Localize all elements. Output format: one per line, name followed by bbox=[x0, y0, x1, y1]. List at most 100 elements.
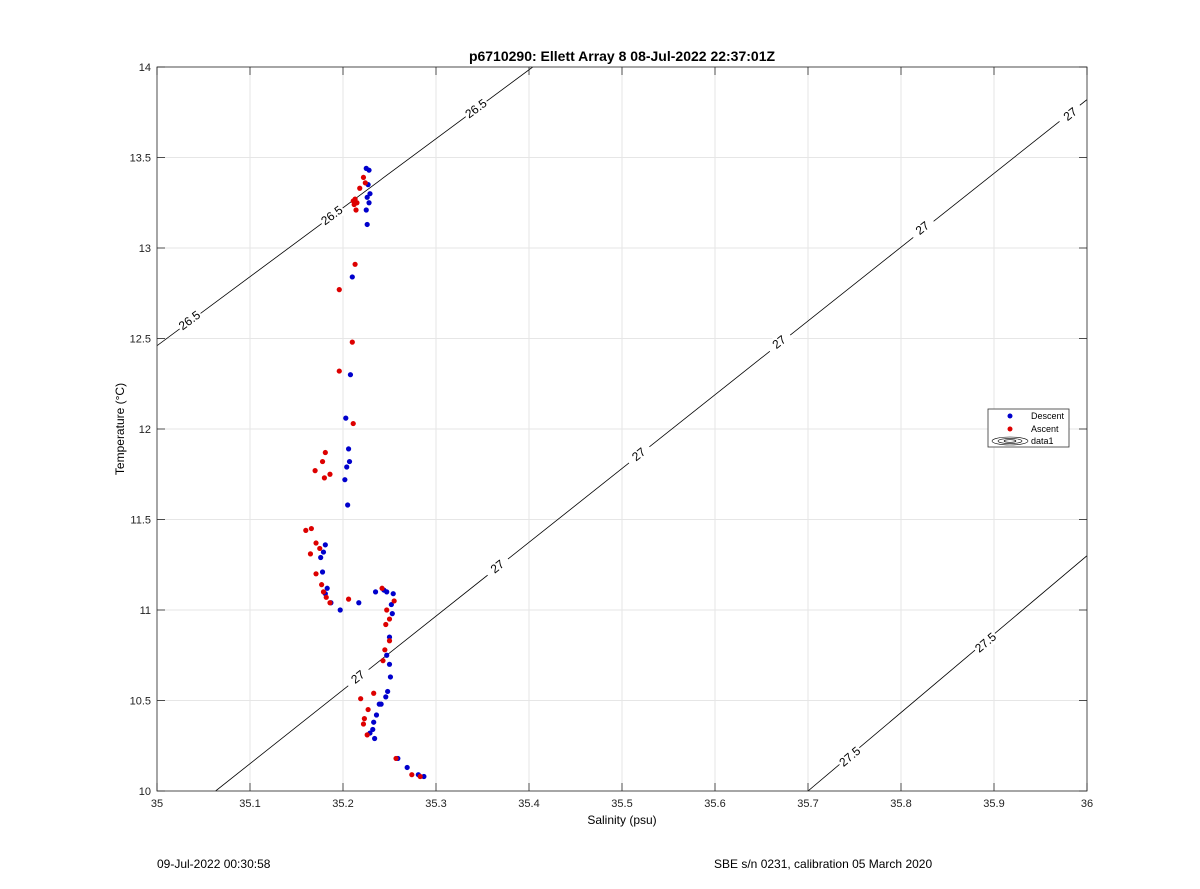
descent-point bbox=[346, 458, 353, 465]
ascent-point bbox=[313, 540, 319, 546]
ascent-point bbox=[336, 287, 342, 293]
y-tick-label: 12.5 bbox=[130, 334, 151, 346]
descent-point bbox=[376, 701, 382, 707]
x-tick-label: 35.1 bbox=[239, 798, 260, 810]
x-tick-label: 35.5 bbox=[611, 798, 632, 810]
descent-point bbox=[372, 735, 378, 742]
footer-timestamp: 09-Jul-2022 00:30:58 bbox=[157, 857, 271, 871]
x-tick-label: 35.2 bbox=[332, 798, 353, 810]
descent-point bbox=[364, 194, 370, 200]
ascent-point bbox=[313, 571, 319, 577]
descent-point bbox=[343, 415, 349, 421]
contour-label-background bbox=[461, 95, 491, 122]
ascent-point bbox=[417, 773, 423, 780]
descent-point bbox=[342, 477, 348, 483]
footer-calibration: SBE s/n 0231, calibration 05 March 2020 bbox=[714, 857, 933, 871]
ascent-point bbox=[358, 696, 364, 702]
ascent-point bbox=[391, 598, 397, 604]
ascent-point bbox=[349, 339, 355, 345]
descent-point bbox=[344, 464, 350, 470]
chart-title: p6710290: Ellett Array 8 08-Jul-2022 22:… bbox=[469, 48, 776, 64]
data-points bbox=[303, 165, 427, 780]
descent-point bbox=[383, 694, 389, 700]
grid bbox=[156, 66, 1088, 792]
y-tick-label: 11 bbox=[140, 605, 151, 617]
ascent-point bbox=[336, 368, 342, 374]
descent-point bbox=[388, 601, 394, 608]
y-tick-label: 10 bbox=[139, 786, 151, 798]
descent-point bbox=[337, 607, 343, 613]
x-tick-label: 35.6 bbox=[704, 798, 725, 810]
descent-point bbox=[347, 372, 354, 378]
descent-point bbox=[421, 773, 427, 780]
ascent-point bbox=[353, 207, 359, 213]
descent-point bbox=[371, 719, 377, 725]
legend-ascent-marker bbox=[1007, 426, 1013, 432]
ascent-point bbox=[308, 525, 314, 532]
ascent-point bbox=[317, 545, 323, 552]
ascent-point bbox=[384, 607, 390, 613]
x-tick-label: 35.9 bbox=[983, 798, 1004, 810]
ascent-point bbox=[351, 201, 357, 208]
descent-point bbox=[390, 591, 396, 597]
legend-descent-label: Descent bbox=[1031, 411, 1065, 421]
ascent-point bbox=[320, 589, 327, 595]
ascent-point bbox=[383, 621, 389, 628]
descent-point bbox=[345, 446, 352, 452]
descent-point bbox=[349, 274, 355, 280]
descent-point bbox=[319, 569, 326, 575]
ascent-point bbox=[327, 471, 333, 477]
descent-point bbox=[387, 674, 394, 680]
ascent-point bbox=[371, 690, 377, 696]
contour-label-background bbox=[1055, 100, 1085, 128]
descent-point bbox=[373, 712, 380, 718]
ascent-point bbox=[360, 721, 367, 727]
ascent-point bbox=[365, 706, 371, 713]
descent-point bbox=[404, 764, 410, 771]
x-tick-label: 36 bbox=[1081, 798, 1093, 810]
ascent-point bbox=[323, 594, 329, 600]
descent-point bbox=[386, 634, 393, 640]
x-axis-label: Salinity (psu) bbox=[587, 813, 656, 827]
ascent-point bbox=[393, 755, 399, 762]
legend-ascent-label: Ascent bbox=[1031, 424, 1059, 434]
contour-label-background bbox=[764, 328, 794, 356]
y-axis-label: Temperature (°C) bbox=[113, 383, 127, 475]
descent-point bbox=[324, 585, 330, 591]
y-tick-label: 13 bbox=[139, 243, 151, 255]
ascent-point bbox=[361, 716, 367, 722]
axis-ticks: 35 35.1 35.2 35.3 35.4 35.5 35.6 35.7 35.8 35.9 36… bbox=[130, 62, 1094, 810]
y-tick-label: 14 bbox=[139, 62, 151, 74]
y-tick-label: 12 bbox=[139, 424, 151, 436]
descent-point bbox=[384, 652, 390, 658]
ascent-point bbox=[386, 616, 393, 622]
descent-point bbox=[389, 611, 395, 617]
descent-point bbox=[386, 661, 393, 667]
descent-point bbox=[385, 688, 391, 695]
ascent-point bbox=[319, 582, 325, 588]
ascent-point bbox=[319, 458, 326, 465]
ascent-point bbox=[362, 180, 368, 186]
x-tick-label: 35.4 bbox=[518, 798, 539, 810]
descent-point bbox=[345, 502, 351, 508]
legend-data1-label: data1 bbox=[1031, 436, 1054, 446]
contour-label-background bbox=[482, 552, 512, 581]
legend: Descent Ascent data1 bbox=[987, 408, 1070, 448]
ascent-point bbox=[303, 527, 309, 533]
legend-box bbox=[987, 408, 1070, 448]
ascent-point bbox=[409, 772, 415, 778]
ascent-point bbox=[357, 185, 363, 191]
y-tick-label: 13.5 bbox=[130, 153, 151, 165]
descent-point bbox=[363, 207, 369, 213]
x-tick-label: 35.3 bbox=[425, 798, 446, 810]
ascent-point bbox=[360, 174, 367, 181]
descent-point bbox=[322, 542, 328, 548]
contour-label-background bbox=[835, 742, 865, 771]
ascent-point bbox=[350, 420, 356, 427]
descent-point bbox=[370, 726, 376, 733]
contour-label-background bbox=[317, 202, 347, 229]
descent-point bbox=[366, 167, 372, 173]
density-contour-line bbox=[215, 99, 1087, 791]
